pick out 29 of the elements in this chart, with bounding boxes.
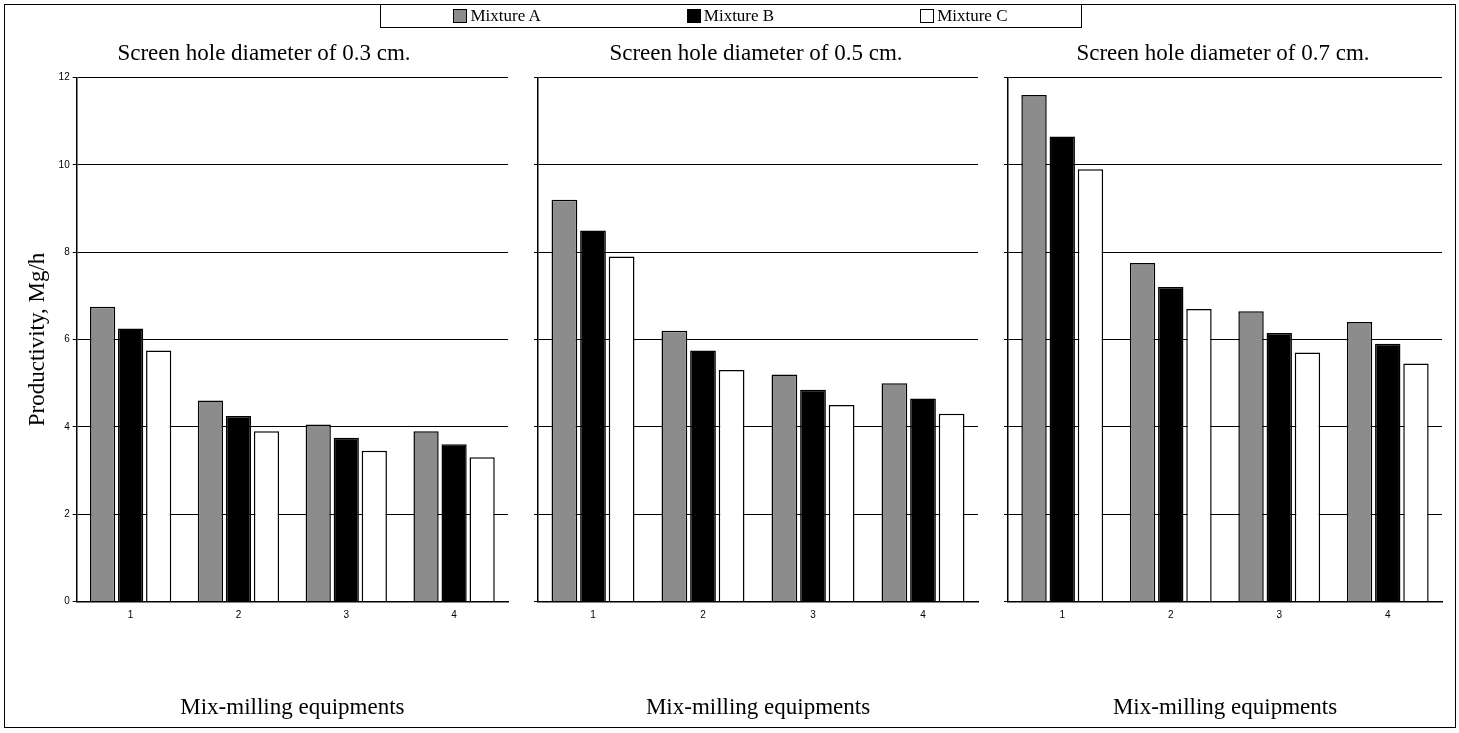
y-tick-label: 2 bbox=[64, 507, 71, 519]
x-tick-label: 2 bbox=[1167, 609, 1174, 621]
x-tick-label: 4 bbox=[920, 609, 927, 621]
y-tick-label: 10 bbox=[58, 158, 71, 170]
x-tick-label: 2 bbox=[235, 609, 242, 621]
x-tick-label: 3 bbox=[343, 609, 350, 621]
y-tick-label: 4 bbox=[64, 420, 71, 432]
x-tick-label: 1 bbox=[1059, 609, 1066, 621]
x-tick-label: 4 bbox=[451, 609, 458, 621]
x-axis-title: Mix-milling equipments bbox=[180, 694, 405, 720]
y-tick-label: 6 bbox=[64, 333, 71, 345]
text: Mixture C bbox=[937, 6, 1008, 26]
y-axis-title: Productivity, Mg/h bbox=[23, 252, 49, 427]
chart-title: Screen hole diameter of 0.5 cm. bbox=[609, 39, 903, 65]
chart-title: Screen hole diameter of 0.3 cm. bbox=[117, 39, 411, 65]
x-tick-label: 1 bbox=[590, 609, 597, 621]
y-tick-label: 12 bbox=[58, 71, 71, 83]
y-tick-label: 8 bbox=[64, 245, 71, 257]
x-tick-label: 4 bbox=[1384, 609, 1391, 621]
x-tick-label: 3 bbox=[810, 609, 817, 621]
x-tick-label: 3 bbox=[1276, 609, 1283, 621]
x-tick-label: 1 bbox=[127, 609, 134, 621]
x-axis-title: Mix-milling equipments bbox=[645, 694, 871, 720]
chart-title: Screen hole diameter of 0.7 cm. bbox=[1076, 39, 1370, 65]
x-tick-label: 2 bbox=[700, 609, 707, 621]
x-axis-title: Mix-milling equipments bbox=[1112, 694, 1338, 720]
y-tick-label: 0 bbox=[64, 595, 71, 607]
legend-label: Mixture B bbox=[703, 6, 775, 26]
legend-label: Mixture A bbox=[470, 6, 541, 26]
